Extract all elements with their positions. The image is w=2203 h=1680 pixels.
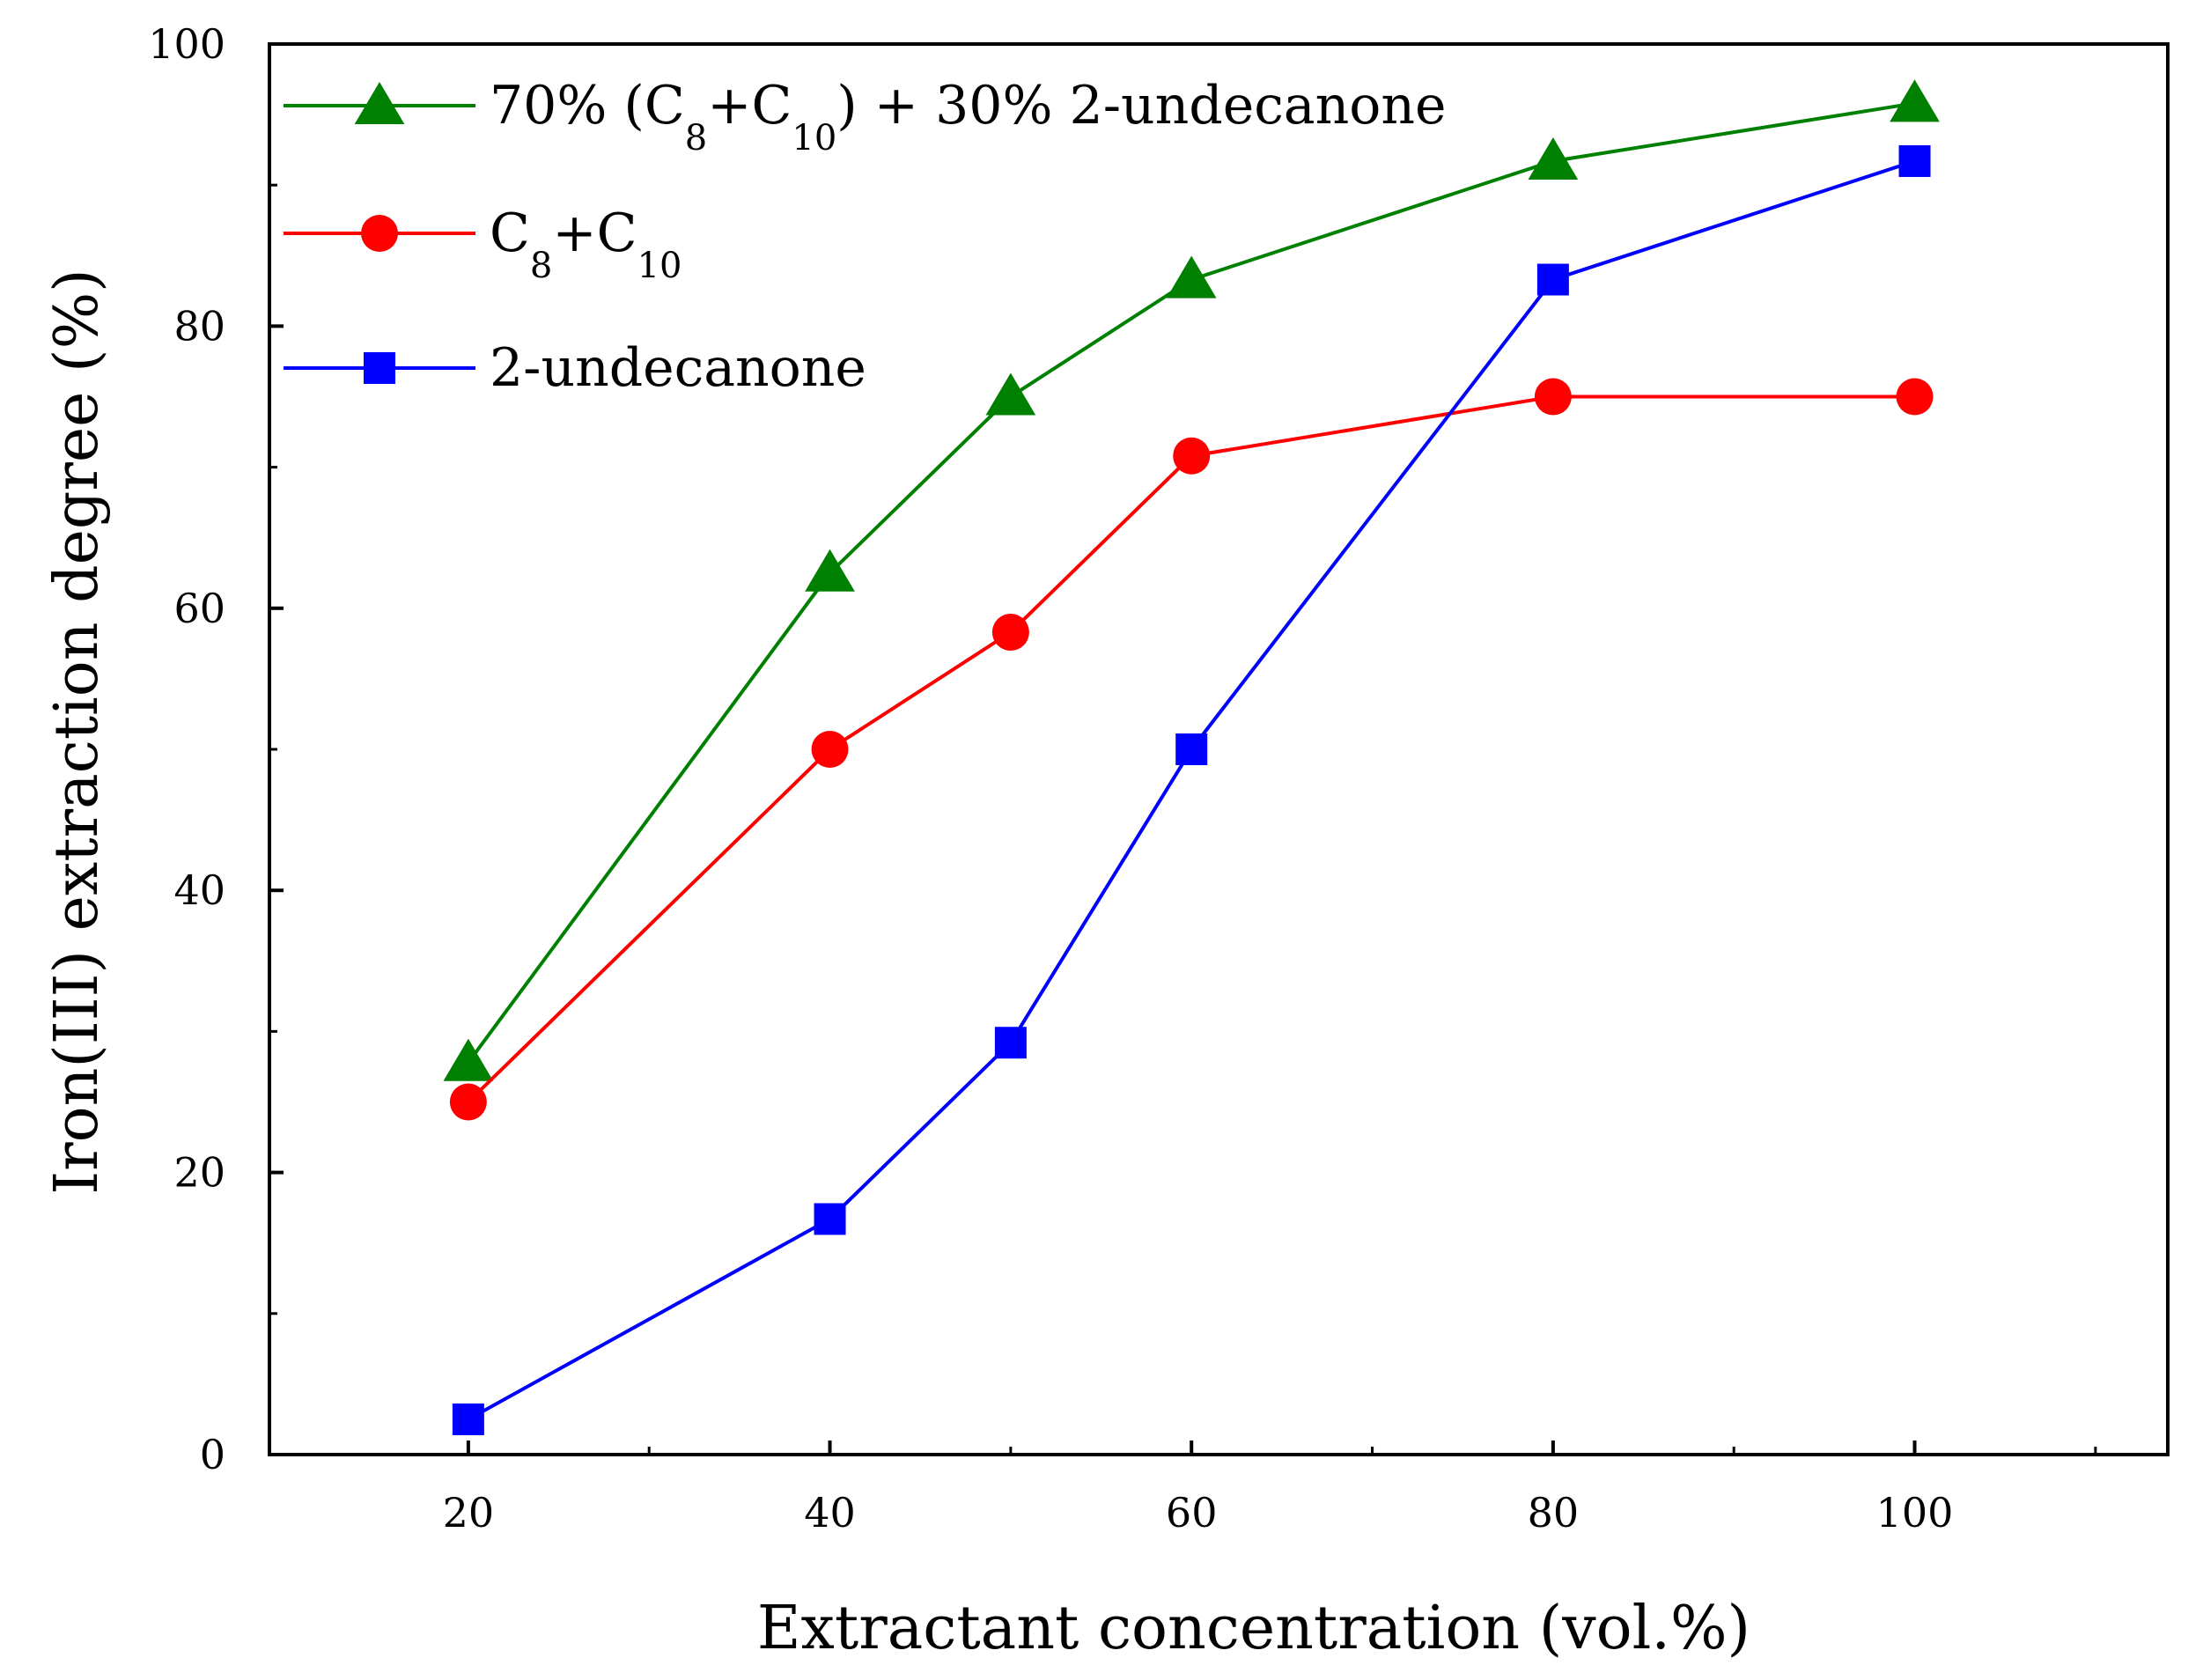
series-undecanone — [452, 144, 1931, 1435]
legend-text: +C — [552, 203, 637, 264]
legend-marker-mix — [354, 82, 405, 125]
legend: 70% (C8+C10) + 30% 2-undecanoneC8+C102-u… — [284, 75, 1447, 399]
legend-text: 70% (C — [490, 75, 685, 136]
data-point-mix — [1890, 79, 1940, 122]
data-point-undecanone — [994, 1027, 1027, 1059]
legend-label-mix: 70% (C8+C10) + 30% 2-undecanone — [490, 75, 1447, 158]
data-point-mix — [805, 549, 855, 592]
data-point-c8c10 — [1896, 378, 1934, 416]
data-point-undecanone — [1536, 263, 1569, 296]
x-tick-label: 20 — [443, 1489, 495, 1536]
data-point-mix — [1166, 255, 1217, 298]
legend-marker-c8c10 — [361, 215, 398, 252]
data-point-c8c10 — [1173, 437, 1211, 475]
y-tick-label: 60 — [173, 585, 225, 632]
y-tick-label: 40 — [173, 866, 225, 914]
y-tick-label: 20 — [173, 1149, 225, 1197]
legend-item-c8c10: C8+C10 — [284, 203, 682, 286]
data-point-c8c10 — [449, 1083, 487, 1121]
legend-label-c8c10: C8+C10 — [490, 203, 682, 286]
legend-marker-undecanone — [364, 352, 395, 384]
legend-subscript: 8 — [530, 246, 552, 286]
x-tick-label: 40 — [804, 1489, 856, 1536]
legend-subscript: 8 — [685, 118, 707, 158]
data-point-undecanone — [1175, 733, 1208, 765]
data-point-c8c10 — [1534, 378, 1572, 416]
data-point-c8c10 — [991, 614, 1029, 652]
data-point-undecanone — [452, 1403, 484, 1435]
series-c8c10 — [449, 378, 1934, 1121]
x-tick-label: 80 — [1528, 1489, 1580, 1536]
ticks-layer: 20 40 60 80 100 0 20 40 60 80 100 — [148, 20, 2097, 1536]
data-point-mix — [443, 1038, 494, 1081]
y-axis-title: Iron(III) extraction degree (%) — [42, 269, 112, 1194]
legend-text: +C — [707, 75, 792, 136]
legend-label-undecanone: 2-undecanone — [490, 337, 866, 399]
legend-text: ) + 30% 2-undecanone — [836, 75, 1446, 136]
data-point-undecanone — [814, 1203, 846, 1235]
legend-subscript: 10 — [792, 118, 836, 158]
y-tick-label: 100 — [148, 20, 225, 68]
x-axis-title: Extractant concentration (vol.%) — [757, 1594, 1750, 1663]
series-line-mix — [467, 101, 1915, 1064]
x-tick-label: 60 — [1166, 1489, 1218, 1536]
legend-item-undecanone: 2-undecanone — [284, 337, 866, 399]
legend-text: C — [490, 203, 530, 264]
data-point-c8c10 — [811, 731, 849, 768]
data-point-mix — [1528, 136, 1579, 181]
x-tick-label: 100 — [1876, 1489, 1954, 1536]
data-point-undecanone — [1898, 144, 1931, 177]
legend-item-mix: 70% (C8+C10) + 30% 2-undecanone — [284, 75, 1447, 158]
legend-text: 2-undecanone — [490, 337, 866, 399]
data-point-mix — [985, 372, 1036, 416]
series-mix — [443, 79, 1940, 1081]
legend-subscript: 10 — [637, 246, 682, 286]
series-layer — [443, 79, 1940, 1435]
series-line-undecanone — [467, 159, 1916, 1421]
y-tick-label: 80 — [173, 302, 225, 350]
series-line-c8c10 — [467, 394, 1915, 1103]
y-tick-label: 0 — [200, 1431, 225, 1478]
